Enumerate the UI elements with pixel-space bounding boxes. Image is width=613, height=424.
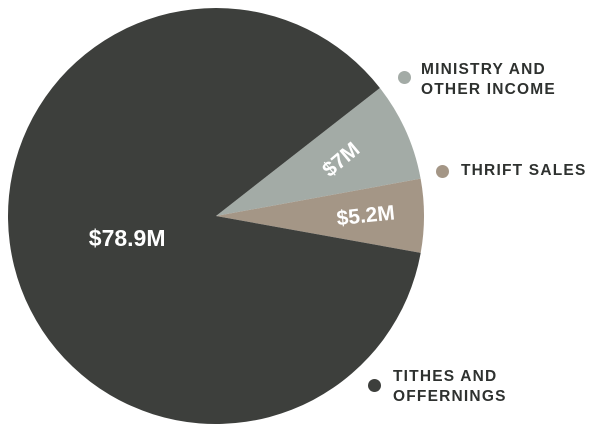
legend-swatch-ministry xyxy=(398,71,411,84)
pie-slice-ministry xyxy=(216,87,421,216)
legend-swatch-tithes xyxy=(368,379,381,392)
legend-item-ministry: MINISTRY AND OTHER INCOME xyxy=(398,60,601,100)
legend-item-tithes: TITHES AND OFFERNINGS xyxy=(368,367,553,407)
legend-label-thrift: THRIFT SALES xyxy=(461,162,587,179)
legend-swatch-thrift xyxy=(436,165,449,178)
pie-slice-thrift xyxy=(216,178,424,253)
legend-label-ministry: MINISTRY AND OTHER INCOME xyxy=(421,61,556,98)
legend-label-tithes: TITHES AND OFFERNINGS xyxy=(393,368,507,405)
pie-slice-tithes xyxy=(8,8,421,424)
slice-value-label-tithes: $78.9M xyxy=(89,225,166,251)
legend-item-thrift: THRIFT SALES xyxy=(436,161,586,181)
